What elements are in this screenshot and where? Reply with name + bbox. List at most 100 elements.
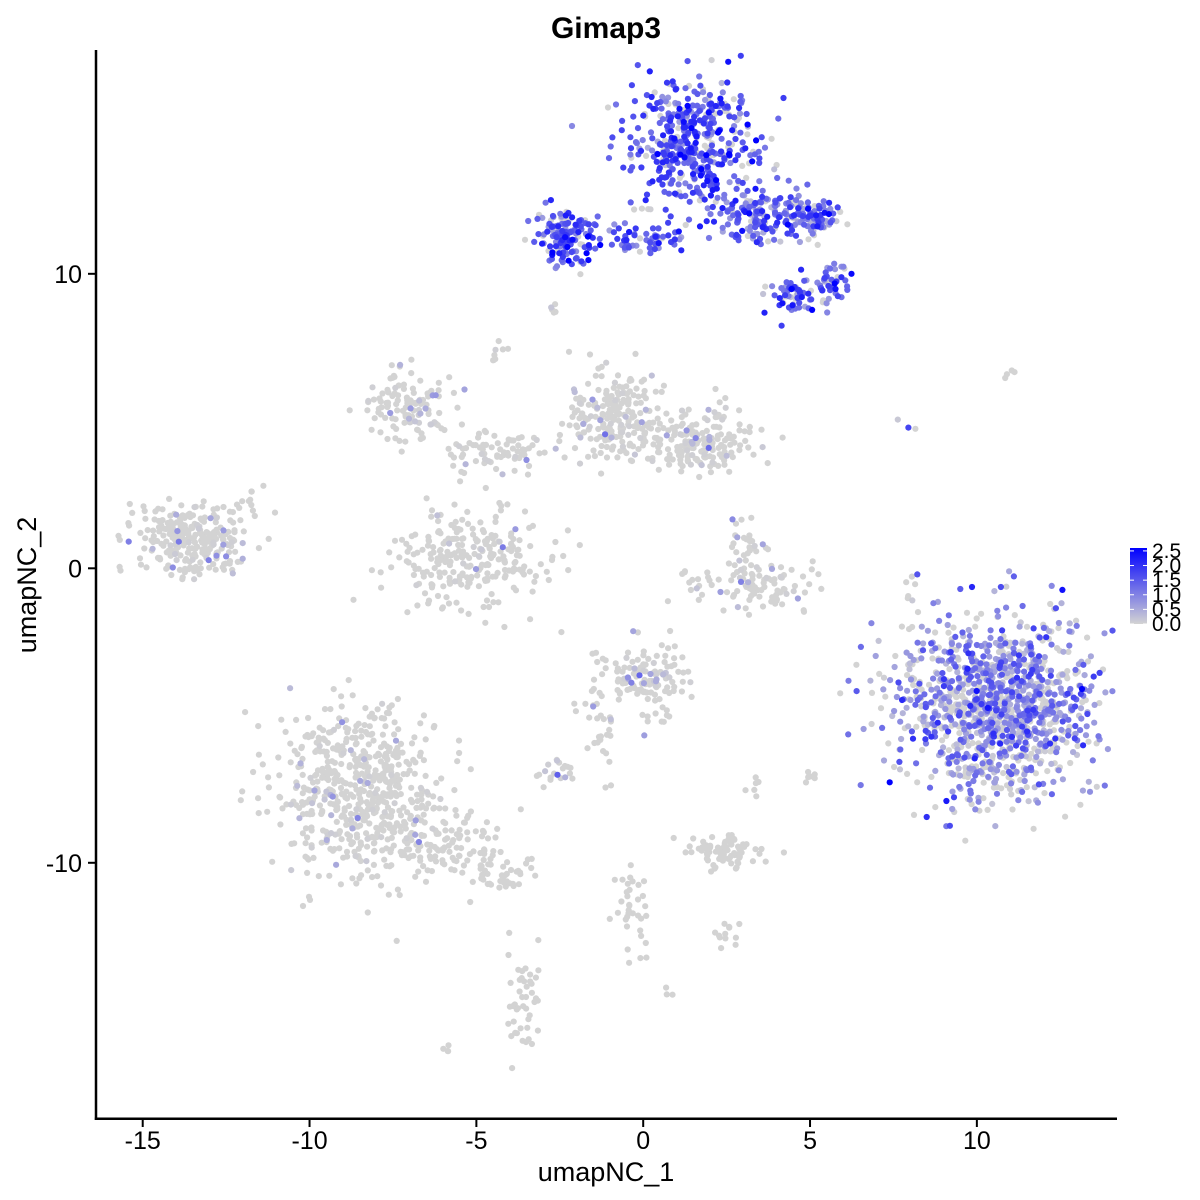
cell-point [576,460,584,467]
cell-point [634,62,641,69]
cell-point [997,740,1004,747]
cell-point [1052,605,1059,612]
cell-point [643,230,650,237]
cell-point [1101,782,1108,789]
cell-point [491,432,498,439]
cell-point [331,780,338,787]
cell-point [752,185,759,192]
cell-point [1016,693,1023,700]
cell-point [344,853,351,860]
cell-point [838,274,845,281]
cell-point [1037,705,1044,712]
cell-point [964,665,971,672]
cell-point [472,828,479,835]
cell-point [626,442,633,449]
cell-point [805,774,812,781]
cell-point [249,507,256,514]
cell-point [650,659,657,667]
cell-point [1008,780,1015,787]
cell-point [1020,656,1027,663]
cell-point [956,772,964,779]
cell-point [1010,573,1018,580]
cell-point [1027,764,1034,771]
cell-point [642,406,649,413]
cell-point [492,834,499,841]
cell-point [517,806,524,813]
cell-point [556,250,563,257]
cell-point [430,805,437,812]
cell-point [1051,691,1058,698]
cell-point [1049,709,1057,716]
cell-point [691,113,698,120]
cell-point [971,680,978,687]
cell-point [824,309,831,316]
cell-point [612,397,619,404]
cell-point [638,419,645,426]
cell-point [923,813,930,821]
cell-point [355,720,362,727]
cell-point [395,761,402,768]
cell-point [1006,568,1013,575]
cell-point [349,692,356,699]
cell-point [743,174,750,181]
cell-point [989,739,996,746]
cell-point [724,435,731,442]
cell-point [756,593,763,600]
cell-point [450,462,457,469]
cell-point [150,533,157,540]
cell-point [205,557,212,564]
cell-point [1065,716,1072,723]
cell-point [592,245,599,252]
cell-point [891,707,898,715]
cell-point [948,640,956,648]
cell-point [213,526,220,533]
cell-point [569,404,576,411]
cell-point [638,932,645,940]
cell-point [186,513,193,520]
cell-point [397,361,404,368]
cell-point [499,346,506,353]
cell-point [1059,776,1066,783]
cell-point [696,108,703,115]
cell-point [417,410,424,417]
cell-point [860,725,867,733]
cell-point [527,543,534,550]
cell-point [1081,672,1088,679]
cell-point [1016,623,1023,630]
cell-point [678,688,686,695]
cell-point [939,670,946,677]
cell-point [637,927,644,934]
cell-point [189,552,196,559]
cell-point [172,550,179,558]
cell-point [488,444,495,451]
cell-point [586,423,593,430]
cell-point [1019,602,1026,610]
cell-point [611,876,618,883]
cell-point [228,539,235,546]
cell-point [602,784,609,791]
cell-point [167,527,174,534]
cell-point [627,134,634,141]
cell-point [947,648,954,656]
cell-point [560,552,567,560]
cell-point [358,733,365,740]
cell-point [158,540,165,547]
cell-point [352,741,359,748]
cell-point [338,703,345,710]
cell-point [652,388,659,395]
cell-point [330,726,337,734]
cell-point [688,693,695,701]
cell-point [693,585,700,592]
cell-point [629,658,636,665]
cell-point [611,221,618,228]
cell-point [141,545,148,552]
cell-point [736,557,743,564]
cell-point [564,527,572,534]
cell-point [704,163,711,170]
cell-point [140,503,147,510]
cell-point [641,430,648,437]
cell-point [515,546,522,553]
cell-point [982,670,989,677]
cell-point [277,821,284,828]
cell-point [965,689,973,696]
